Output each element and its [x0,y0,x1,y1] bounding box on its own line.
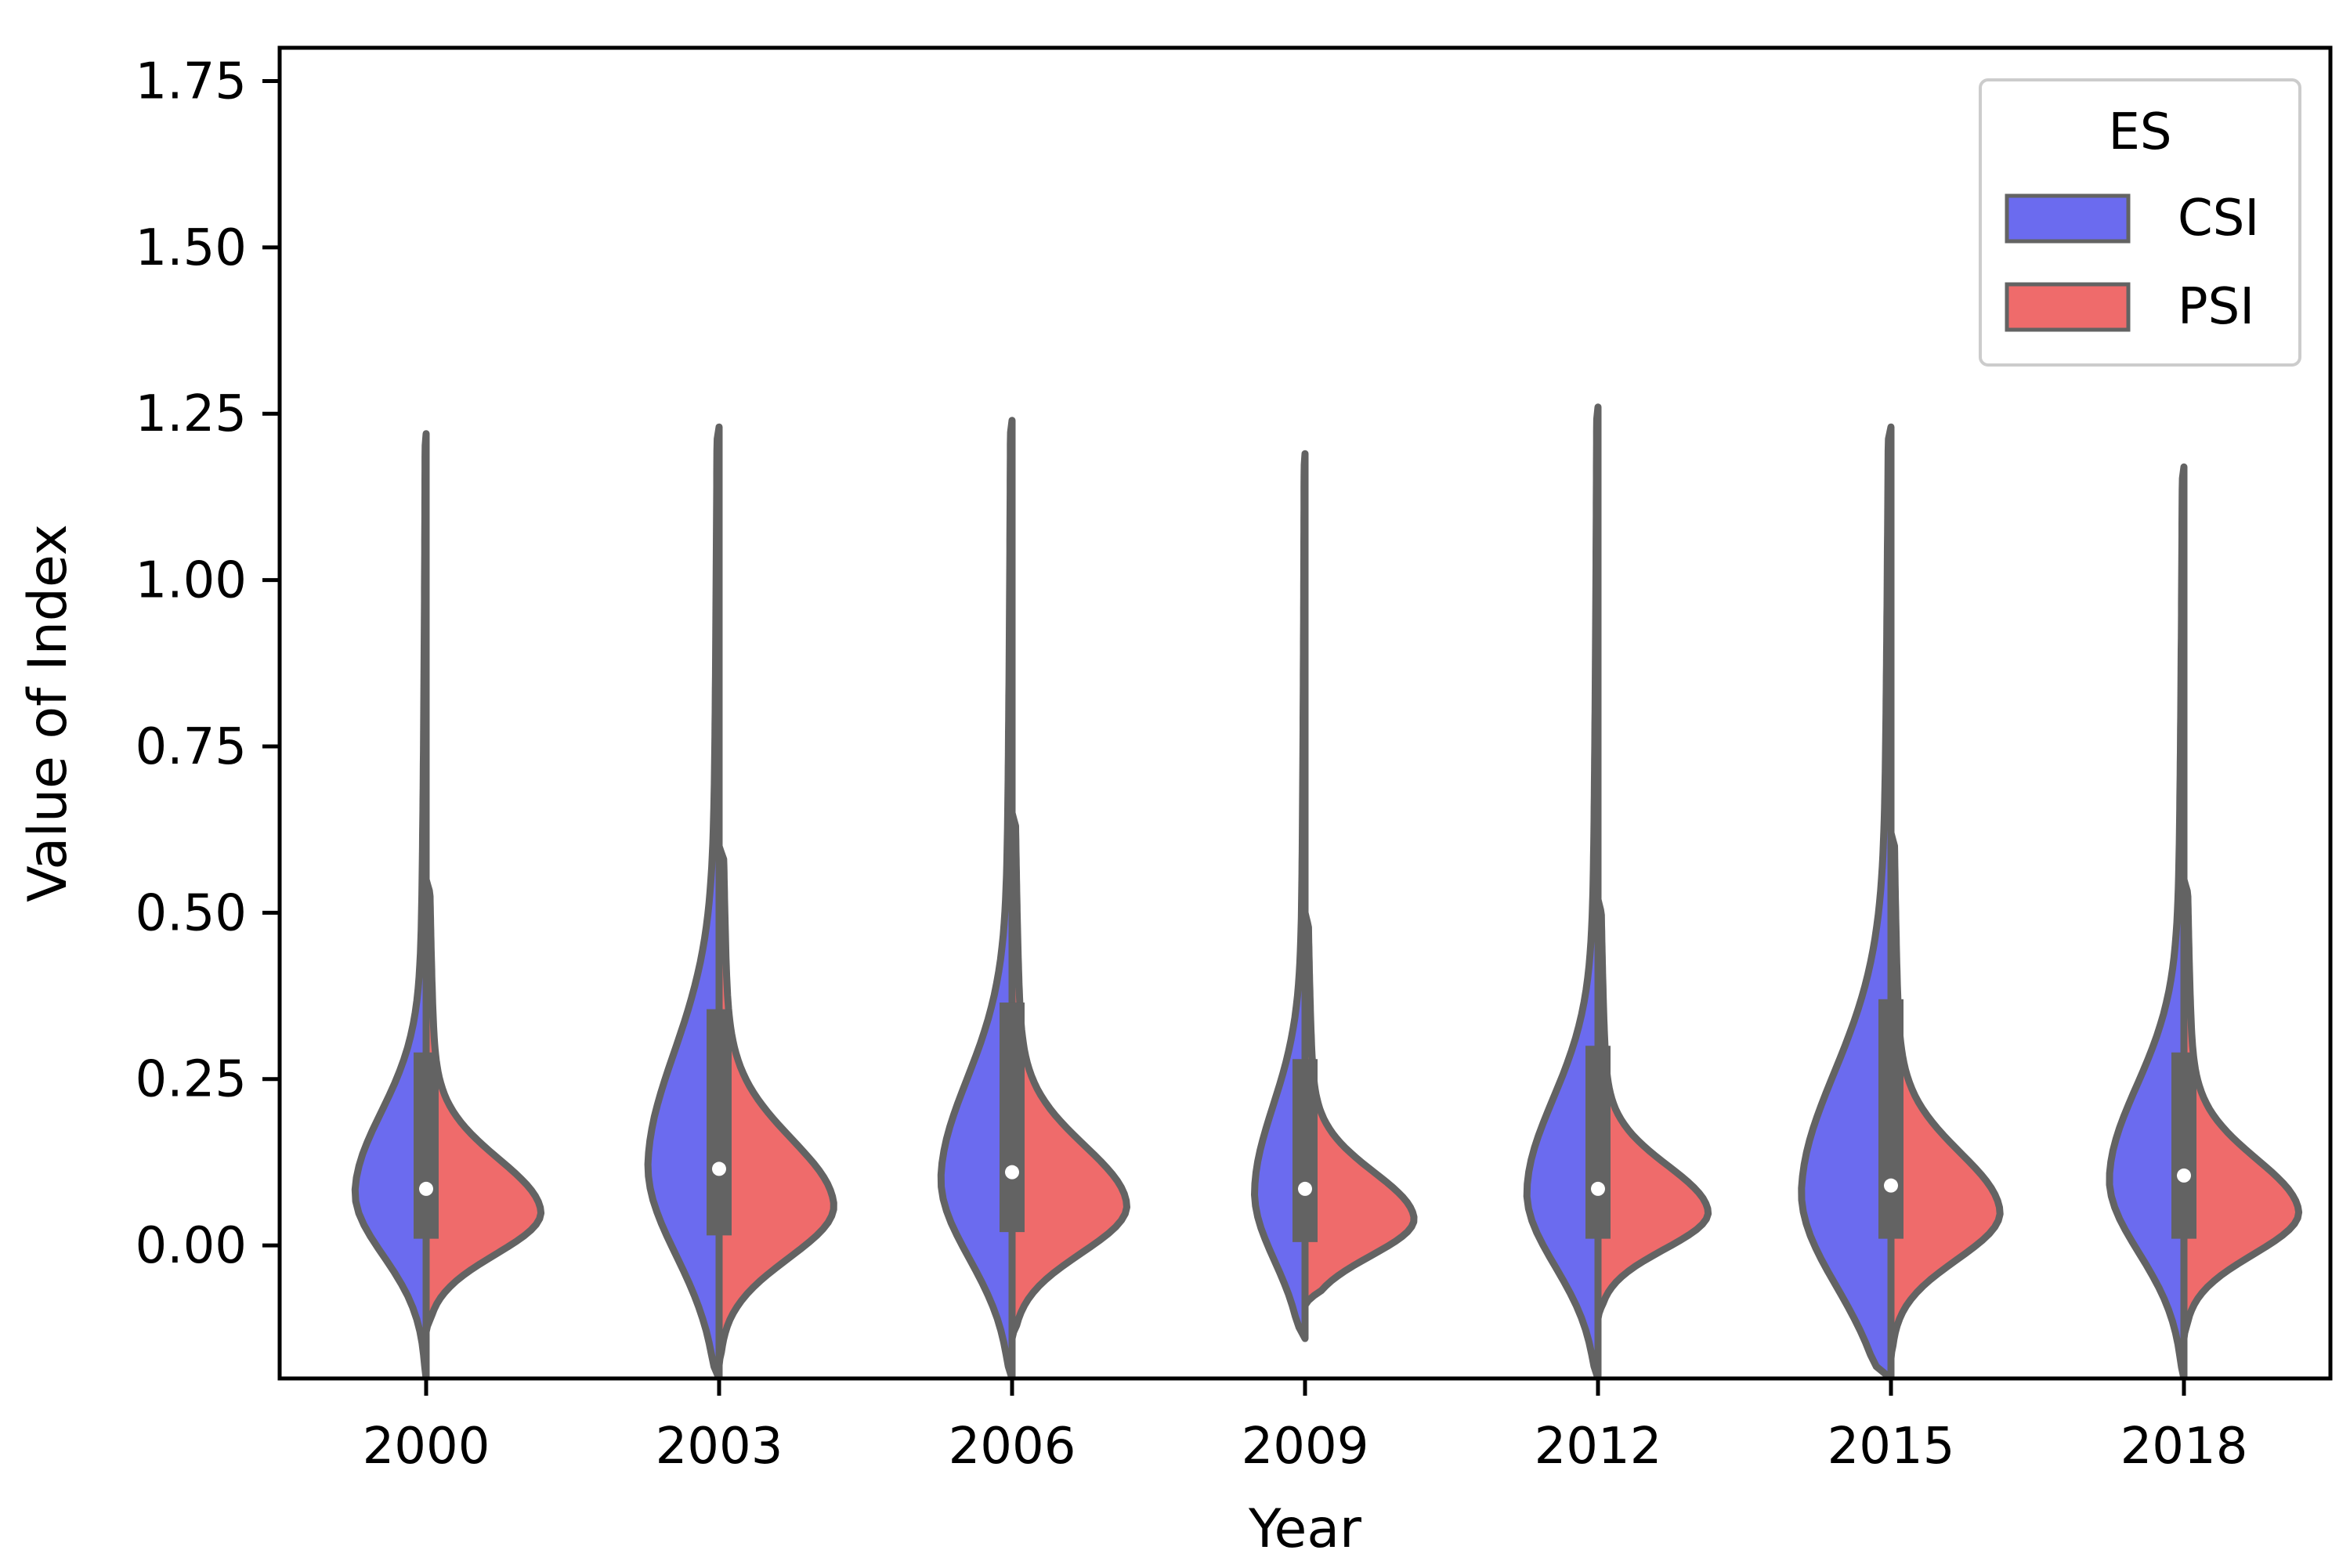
violin-csi-2006 [937,417,1016,1378]
y-tick-label: 0.00 [136,1217,248,1275]
violin-psi-2018 [2180,876,2303,1342]
violin-psi-2000 [422,876,545,1336]
x-tick-label: 2012 [1535,1418,1662,1476]
box-2018 [2171,1052,2196,1239]
y-tick-label: 1.25 [136,385,248,443]
y-tick-label: 0.50 [136,884,248,942]
x-tick-label: 2003 [656,1418,783,1476]
violin-psi-2015 [1887,829,2004,1363]
legend-title: ES [2108,103,2171,161]
violin-psi-2003 [715,842,837,1369]
box-2000 [414,1052,439,1239]
median-2000 [419,1181,433,1196]
y-tick-label: 0.75 [136,718,248,776]
legend-swatch-psi [2005,282,2131,332]
y-tick-label: 1.75 [136,52,248,110]
legend-swatch-csi [2005,193,2131,244]
legend: ES CSI PSI [1979,78,2301,367]
y-tick-label: 1.50 [136,219,248,277]
violin-csi-2015 [1798,423,1895,1378]
box-2006 [1000,1003,1025,1233]
plot-frame [277,45,2333,1381]
median-2012 [1591,1181,1605,1196]
x-tick-label: 2009 [1242,1418,1369,1476]
x-axis-title: Year [1248,1498,1361,1560]
median-2003 [712,1162,726,1176]
violin-layer [351,403,2303,1378]
x-axis: 2000 2003 2006 2009 2012 2015 2018 [363,1378,2248,1476]
x-tick-label: 2000 [363,1418,490,1476]
y-tick-label: 1.00 [136,552,248,610]
box-2015 [1878,999,1904,1239]
x-tick-label: 2006 [949,1418,1076,1476]
violin-psi-2006 [1008,809,1130,1342]
median-2006 [1005,1165,1019,1180]
x-tick-label: 2015 [1828,1418,1955,1476]
legend-label-psi: PSI [2178,278,2254,336]
y-axis: 0.00 0.25 0.50 0.75 1.00 1.25 1.50 1.75 [136,52,280,1275]
box-2003 [707,1009,732,1236]
violin-psi-2012 [1594,895,1712,1323]
box-2009 [1292,1059,1318,1242]
median-2015 [1884,1178,1898,1193]
y-tick-label: 0.25 [136,1051,248,1109]
violin-csi-2018 [2106,463,2188,1378]
y-axis-title: Value of Index [17,524,79,902]
median-2009 [1298,1181,1312,1196]
violin-psi-2009 [1301,909,1418,1310]
x-tick-label: 2018 [2120,1418,2248,1476]
legend-label-csi: CSI [2178,190,2259,247]
violin-csi-2003 [644,423,723,1378]
median-2018 [2177,1168,2191,1183]
box-2012 [1585,1046,1611,1239]
